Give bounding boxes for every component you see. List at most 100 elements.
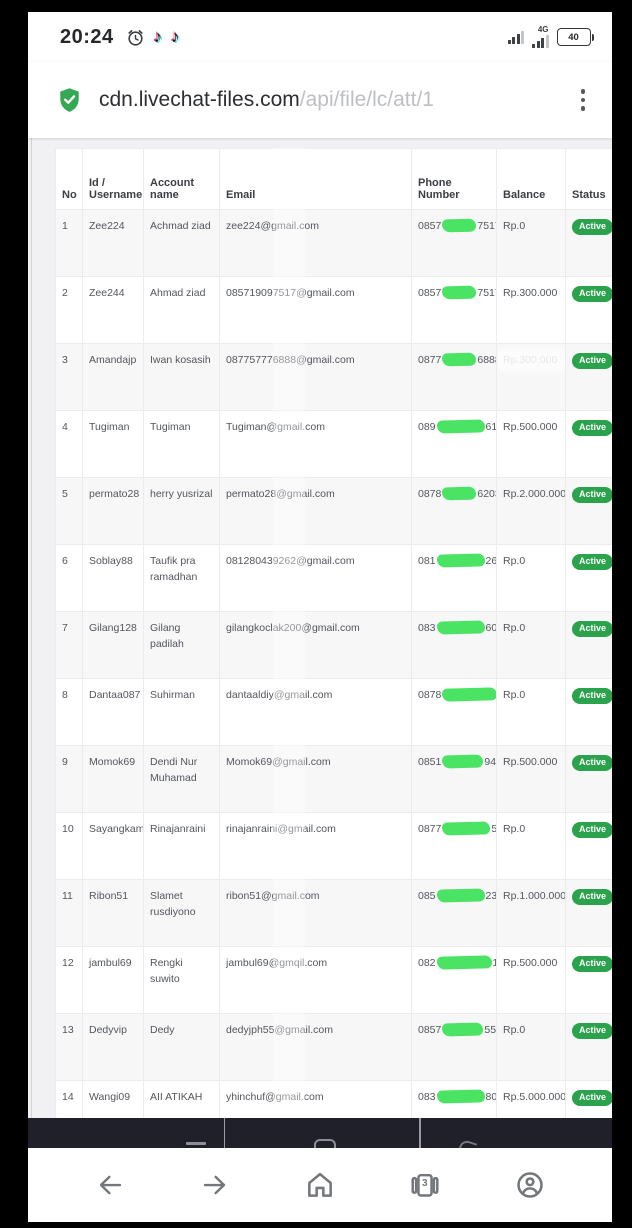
- table-row: 7 Gilang128 Gilang padilah gilangkoclak200@…: [55, 611, 612, 679]
- table-row: 4TugimanTugimanTugiman@gmail.com089611Rp…: [55, 410, 612, 478]
- cell-username: Zee244: [82, 276, 144, 344]
- cell-account-name: Ahmad ziad: [143, 276, 220, 344]
- status-badge: Active: [572, 487, 612, 503]
- status-badge: Active: [572, 956, 612, 972]
- balance-value: Rp.0: [503, 555, 526, 567]
- secure-site-shield-icon[interactable]: [56, 85, 83, 115]
- cell-no: 13: [55, 1013, 83, 1081]
- cell-username: Wangi09: [82, 1080, 144, 1118]
- censor-highlight: [442, 285, 477, 300]
- censor-highlight: [442, 687, 496, 702]
- cell-phone: 085230: [411, 879, 497, 947]
- censor-highlight: [436, 955, 492, 970]
- table-row: 5 permato28 herry yusrizal permato28@gmail.…: [55, 477, 612, 545]
- cell-account-name: Achmad ziad: [143, 209, 220, 277]
- cell-phone: 089611: [411, 410, 497, 478]
- table-row: 10SayangkamuRinajanrainirinajanraini@gma…: [55, 812, 612, 880]
- phone-number-censored: 08577517: [418, 218, 496, 233]
- accounts-table-card: No Id / Username Account name Email Phone Nu…: [55, 148, 612, 1118]
- cell-balance: Rp.500.000: [496, 946, 566, 1014]
- cell-status: Active: [565, 946, 612, 1014]
- cell-account-name: AII ATIKAH: [143, 1080, 220, 1118]
- phone-number-censored: 083609: [418, 620, 496, 635]
- cell-balance: Rp.2.000.000: [496, 477, 566, 545]
- balance-value: Rp.500.000: [503, 756, 558, 768]
- censor-highlight: [436, 888, 485, 903]
- tab-switcher-button[interactable]: 3: [402, 1162, 448, 1208]
- cell-username: Dantaa087: [82, 678, 144, 746]
- cell-no: 11: [55, 879, 83, 947]
- cell-username: permato28: [82, 477, 144, 545]
- censor-highlight: [436, 419, 485, 434]
- cell-account-name: Dedy: [143, 1013, 220, 1081]
- cell-account-name: Suhirman: [143, 678, 220, 746]
- phone-number-censored: 08776888: [418, 352, 496, 367]
- cell-email: 085719097517@gmail.com: [219, 276, 412, 344]
- cell-no: 14: [55, 1080, 83, 1118]
- censor-highlight: [436, 1089, 485, 1104]
- status-badge: Active: [572, 554, 612, 570]
- table-row: 12 jambul69 Rengki suwito jambul69@gmqil.co…: [55, 946, 612, 1014]
- phone-number-censored: 083802: [418, 1089, 496, 1104]
- profile-button[interactable]: [507, 1162, 553, 1208]
- column-header: Id / Username: [82, 148, 144, 210]
- balance-value: Rp.0: [503, 823, 526, 835]
- cell-balance: Rp.1.000.000: [496, 879, 566, 947]
- signal-bars-icon: [507, 30, 524, 44]
- phone-number-censored: 08577517: [418, 285, 496, 300]
- battery-level: 40: [556, 28, 591, 46]
- column-header: Balance: [496, 148, 566, 210]
- status-badge: Active: [572, 1090, 612, 1106]
- balance-value: Rp.300.000: [503, 287, 558, 299]
- accounts-table: No Id / Username Account name Email Phone Nu…: [55, 148, 612, 1118]
- cell-email: jambul69@gmqil.com: [219, 946, 412, 1014]
- cell-balance: Rp.0: [496, 611, 566, 679]
- status-badge: Active: [572, 755, 612, 771]
- balance-value: Rp.300.000: [497, 348, 565, 373]
- cell-phone: 08577517: [411, 276, 497, 344]
- back-button[interactable]: [87, 1162, 133, 1208]
- cell-phone: 083802: [411, 1080, 497, 1118]
- cell-status: Active: [565, 678, 612, 746]
- cell-no: 4: [55, 410, 83, 478]
- cell-no: 7: [55, 611, 83, 679]
- home-button[interactable]: [297, 1162, 343, 1208]
- cell-phone: 08786203: [411, 477, 497, 545]
- tiktok-icon: ♪: [171, 27, 180, 46]
- cell-balance: Rp.500.000: [496, 410, 566, 478]
- url-domain: cdn.livechat-files.com: [99, 88, 300, 111]
- cell-username: Amandajp: [82, 343, 144, 411]
- forward-button[interactable]: [192, 1162, 238, 1208]
- censor-highlight: [442, 754, 484, 769]
- cell-email: yhinchuf@gmail.com: [219, 1080, 412, 1118]
- browser-menu-button[interactable]: [568, 83, 598, 117]
- cell-account-name: Iwan kosasih: [143, 343, 220, 411]
- table-row: 3 Amandajp Iwan kosasih 087757776888@gmail.…: [55, 343, 612, 411]
- balance-value: Rp.1.000.000: [503, 890, 566, 902]
- cell-no: 12: [55, 946, 83, 1014]
- cell-no: 8: [55, 678, 83, 746]
- cell-balance: Rp.300.000: [496, 276, 566, 344]
- censor-highlight: [442, 821, 491, 836]
- cell-no: 10: [55, 812, 83, 880]
- cell-email: 081280439262@gmail.com: [219, 544, 412, 612]
- balance-value: Rp.2.000.000: [503, 488, 566, 500]
- cell-status: Active: [565, 343, 612, 411]
- url-path: /api/file/lc/att/1: [299, 88, 434, 111]
- balance-value: Rp.0: [503, 1024, 526, 1036]
- browser-address-bar[interactable]: cdn.livechat-files.com/api/file/lc/att/1: [28, 62, 612, 138]
- cell-username: Momok69: [82, 745, 144, 813]
- table-row: 14 Wangi09 AII ATIKAH yhinchuf@gmail.com 083…: [55, 1080, 612, 1118]
- tiktok-icon: ♪: [153, 27, 163, 46]
- cell-balance: Rp.500.000: [496, 745, 566, 813]
- cell-username: Gilang128: [82, 611, 144, 679]
- cell-account-name: Slamet rusdiyono: [143, 879, 220, 947]
- url-text[interactable]: cdn.livechat-files.com/api/file/lc/att/1: [99, 88, 568, 112]
- column-header: Email: [219, 148, 412, 210]
- cell-status: Active: [565, 276, 612, 344]
- cell-email: gilangkoclak200@gmail.com: [219, 611, 412, 679]
- cell-no: 9: [55, 745, 83, 813]
- cell-balance: Rp.5.000.000: [496, 1080, 566, 1118]
- cell-account-name: Rengki suwito: [143, 946, 220, 1014]
